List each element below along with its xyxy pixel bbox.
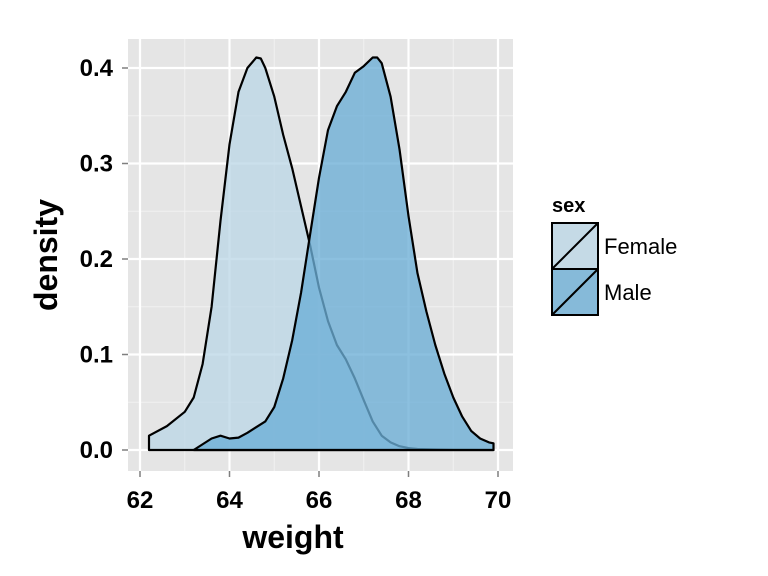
legend-title: sex [552,195,585,217]
y-tick-label: 0.1 [80,342,113,369]
density-area-male [192,56,495,452]
x-tick-label: 70 [485,487,512,514]
x-tick-label: 68 [395,487,422,514]
y-tick-label: 0.4 [80,55,114,82]
density-areas [147,56,495,452]
x-tick-label: 64 [216,487,243,514]
legend-label-female: Female [604,234,677,259]
y-tick-label: 0.2 [80,246,113,273]
x-tick-label: 66 [306,487,333,514]
x-axis-title: weight [241,519,344,555]
y-axis-ticks: 0.0 0.1 0.2 0.3 0.4 [80,55,128,464]
legend-label-male: Male [604,280,652,305]
legend: sex Female Male [551,195,677,316]
legend-slash [552,223,598,269]
x-tick-label: 62 [127,487,154,514]
y-tick-label: 0.3 [80,151,113,178]
y-tick-label: 0.0 [80,437,113,464]
x-axis-ticks: 62 64 66 68 70 [127,471,512,514]
y-axis-title: density [28,199,64,311]
legend-slash [552,269,598,315]
